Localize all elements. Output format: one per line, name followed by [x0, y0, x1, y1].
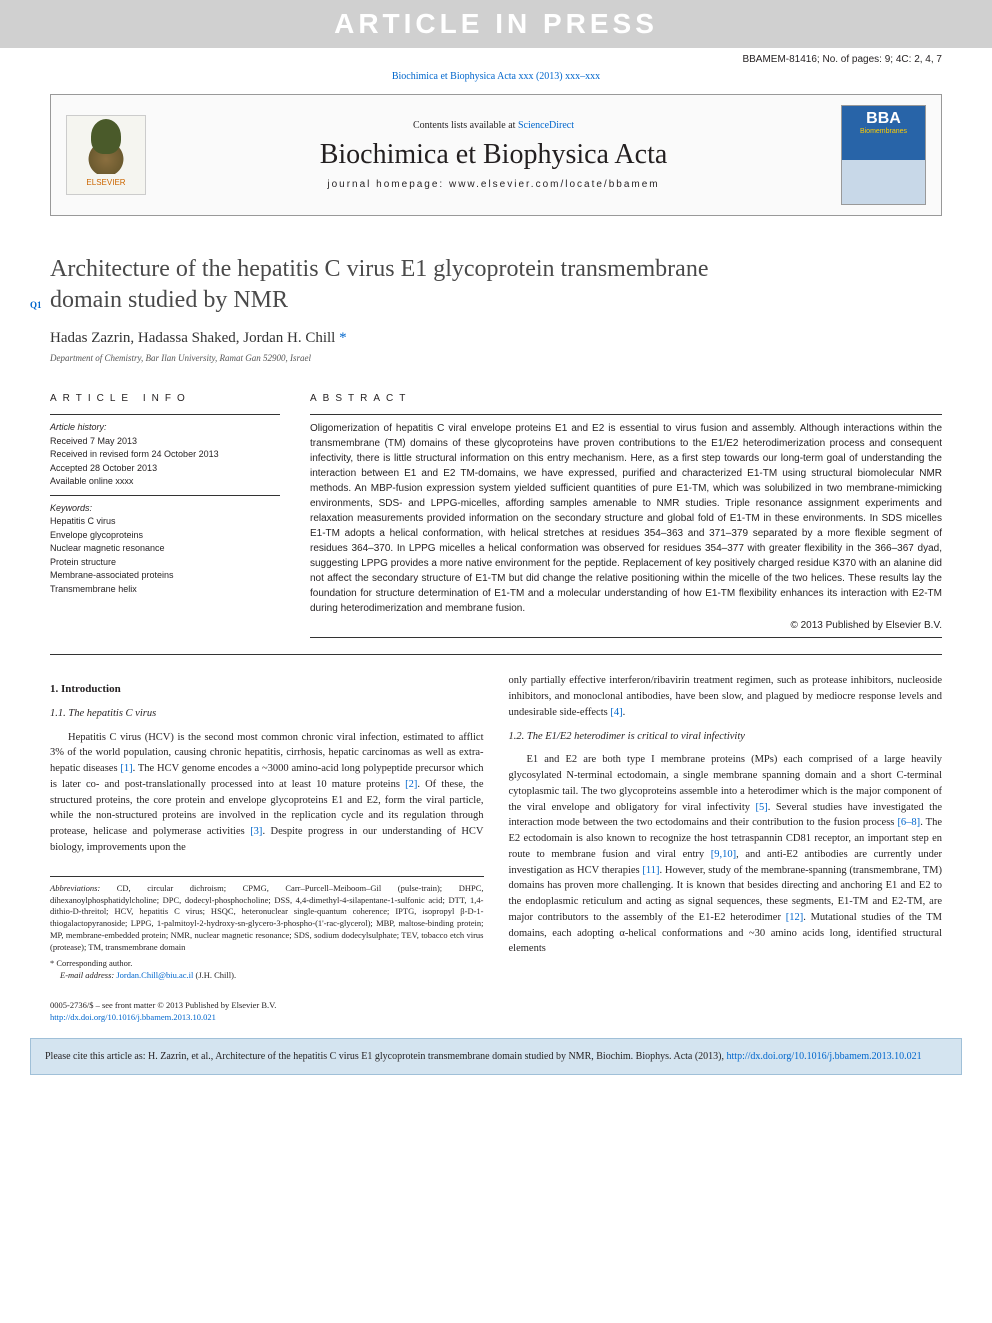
footer-meta: 0005-2736/$ – see front matter © 2013 Pu… — [0, 992, 992, 1028]
affiliation: Department of Chemistry, Bar Ilan Univer… — [50, 353, 942, 363]
history-revised: Received in revised form 24 October 2013 — [50, 448, 280, 462]
elsevier-logo: ELSEVIER — [66, 115, 146, 195]
body-column-left: 1. Introduction 1.1. The hepatitis C vir… — [50, 673, 484, 981]
article-title: Architecture of the hepatitis C virus E1… — [50, 254, 942, 316]
email-link[interactable]: Jordan.Chill@biu.ac.il — [116, 970, 193, 980]
ref-citation[interactable]: [5] — [756, 802, 768, 813]
title-line-1: Architecture of the hepatitis C virus E1… — [50, 256, 708, 282]
title-line-2: domain studied by NMR — [50, 287, 288, 313]
journal-masthead: ELSEVIER Contents lists available at Sci… — [50, 94, 942, 216]
article-info-column: ARTICLE INFO Article history: Received 7… — [50, 393, 280, 644]
subsection-1-2-heading: 1.2. The E1/E2 heterodimer is critical t… — [509, 729, 943, 745]
manuscript-id-bar: BBAMEM-81416; No. of pages: 9; 4C: 2, 4,… — [0, 48, 992, 67]
subsection-1-1-heading: 1.1. The hepatitis C virus — [50, 706, 484, 722]
abstract-text: Oligomerization of hepatitis C viral env… — [310, 421, 942, 616]
body-column-right: only partially effective interferon/riba… — [509, 673, 943, 981]
ref-citation[interactable]: [3] — [250, 826, 262, 837]
keywords-label: Keywords: — [50, 502, 280, 516]
history-label: Article history: — [50, 421, 280, 435]
corresponding-star-icon: * — [339, 330, 347, 346]
abstract-heading: ABSTRACT — [310, 393, 942, 404]
paragraph: only partially effective interferon/riba… — [509, 673, 943, 720]
paragraph: E1 and E2 are both type I membrane prote… — [509, 752, 943, 957]
doi-link[interactable]: http://dx.doi.org/10.1016/j.bbamem.2013.… — [50, 1012, 216, 1022]
ref-citation[interactable]: [6–8] — [897, 817, 920, 828]
keyword: Envelope glycoproteins — [50, 529, 280, 543]
citation-text: Please cite this article as: H. Zazrin, … — [45, 1051, 727, 1062]
abstract-column: ABSTRACT Oligomerization of hepatitis C … — [310, 393, 942, 644]
keyword: Transmembrane helix — [50, 583, 280, 597]
elsevier-label: ELSEVIER — [86, 178, 125, 187]
keyword: Protein structure — [50, 556, 280, 570]
ref-citation[interactable]: [12] — [786, 912, 804, 923]
ref-citation[interactable]: [9,10] — [711, 849, 736, 860]
keyword: Hepatitis C virus — [50, 515, 280, 529]
ref-citation[interactable]: [1] — [120, 763, 132, 774]
authors-text: Hadas Zazrin, Hadassa Shaked, Jordan H. … — [50, 330, 335, 346]
issn-line: 0005-2736/$ – see front matter © 2013 Pu… — [50, 1000, 942, 1012]
corresponding-note: Corresponding author. — [56, 958, 132, 968]
email-label: E-mail address: — [60, 970, 114, 980]
journal-reference-link[interactable]: Biochimica et Biophysica Acta xxx (2013)… — [0, 67, 992, 86]
citation-box: Please cite this article as: H. Zazrin, … — [30, 1038, 962, 1075]
article-in-press-banner: ARTICLE IN PRESS — [0, 0, 992, 48]
query-marker: Q1 — [30, 300, 42, 310]
citation-doi-link[interactable]: http://dx.doi.org/10.1016/j.bbamem.2013.… — [727, 1051, 922, 1062]
article-info-heading: ARTICLE INFO — [50, 393, 280, 404]
history-online: Available online xxxx — [50, 475, 280, 489]
cover-subtitle: Biomembranes — [842, 128, 925, 135]
footnotes: Abbreviations: CD, circular dichroism; C… — [50, 876, 484, 982]
history-accepted: Accepted 28 October 2013 — [50, 462, 280, 476]
journal-homepage: journal homepage: www.elsevier.com/locat… — [146, 179, 841, 190]
history-received: Received 7 May 2013 — [50, 435, 280, 449]
abbrev-text: CD, circular dichroism; CPMG, Carr–Purce… — [50, 883, 484, 952]
abbrev-label: Abbreviations: — [50, 883, 100, 893]
section-1-heading: 1. Introduction — [50, 681, 484, 698]
keyword: Nuclear magnetic resonance — [50, 542, 280, 556]
paragraph: Hepatitis C virus (HCV) is the second mo… — [50, 730, 484, 856]
email-suffix: (J.H. Chill). — [193, 970, 236, 980]
author-list: Hadas Zazrin, Hadassa Shaked, Jordan H. … — [50, 330, 942, 347]
journal-name: Biochimica et Biophysica Acta — [146, 139, 841, 171]
ref-citation[interactable]: [4] — [610, 707, 622, 718]
sciencedirect-link[interactable]: ScienceDirect — [518, 120, 574, 131]
ref-citation[interactable]: [11] — [642, 865, 659, 876]
keyword: Membrane-associated proteins — [50, 569, 280, 583]
journal-cover-thumb: BBA Biomembranes — [841, 105, 926, 205]
contents-available-line: Contents lists available at ScienceDirec… — [146, 120, 841, 131]
elsevier-tree-icon — [81, 124, 131, 174]
abstract-copyright: © 2013 Published by Elsevier B.V. — [310, 620, 942, 631]
ref-citation[interactable]: [2] — [405, 779, 417, 790]
contents-prefix: Contents lists available at — [413, 120, 518, 131]
cover-brand: BBA — [842, 106, 925, 128]
